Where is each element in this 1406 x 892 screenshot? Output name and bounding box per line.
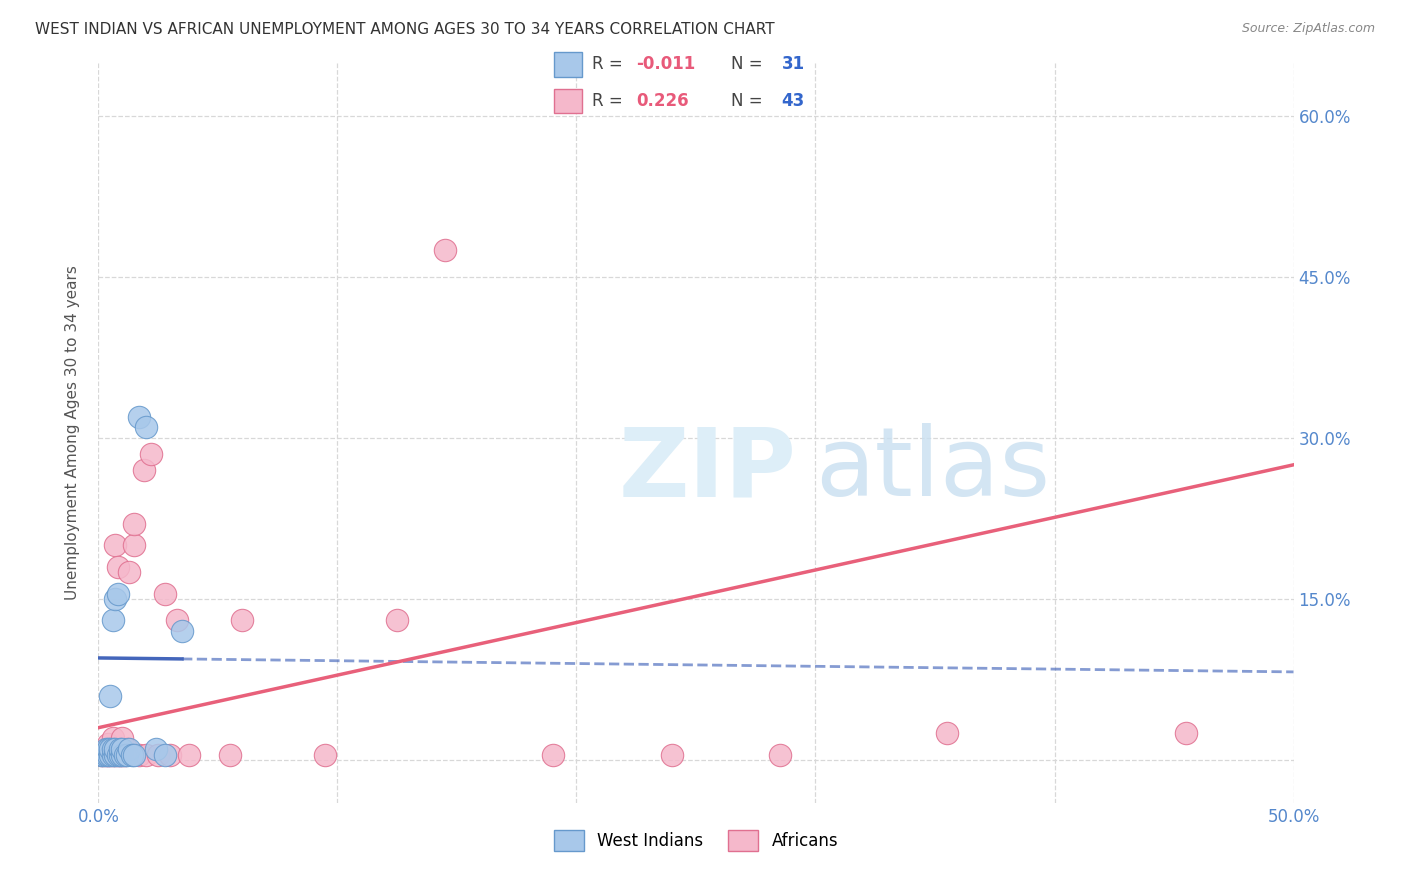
Point <box>98 689 122 703</box>
Point <box>91 747 114 762</box>
Point <box>115 747 138 762</box>
Point <box>155 586 177 600</box>
Text: 0.226: 0.226 <box>637 93 689 111</box>
Point <box>128 409 150 424</box>
Point <box>124 516 146 531</box>
Point <box>114 747 136 762</box>
Point <box>768 747 790 762</box>
Point <box>94 742 117 756</box>
Point <box>97 747 120 762</box>
Point <box>121 747 143 762</box>
Point <box>132 463 155 477</box>
Point <box>148 747 170 762</box>
Point <box>541 747 564 762</box>
Point <box>94 747 117 762</box>
Point <box>97 747 120 762</box>
Point <box>101 614 124 628</box>
Point <box>104 538 127 552</box>
Point <box>97 737 120 751</box>
Point <box>135 747 157 762</box>
Point <box>108 742 131 756</box>
Point <box>98 742 122 756</box>
Point <box>118 565 141 579</box>
Text: 31: 31 <box>782 55 804 73</box>
Text: -0.011: -0.011 <box>637 55 696 73</box>
Point <box>107 559 129 574</box>
Point <box>104 742 127 756</box>
Point <box>104 591 127 606</box>
Text: N =: N = <box>731 55 768 73</box>
Point <box>111 731 134 746</box>
Text: 43: 43 <box>782 93 806 111</box>
Point <box>155 747 177 762</box>
Point <box>135 420 157 434</box>
Point <box>108 742 131 756</box>
Point <box>179 747 201 762</box>
Point <box>111 747 134 762</box>
Point <box>108 747 131 762</box>
FancyBboxPatch shape <box>554 89 582 113</box>
Point <box>104 747 127 762</box>
Point <box>90 747 112 762</box>
Point <box>104 742 127 756</box>
Point <box>114 747 136 762</box>
Point <box>145 742 167 756</box>
Point <box>111 747 134 762</box>
Text: ZIP: ZIP <box>619 423 796 516</box>
Point <box>101 742 124 756</box>
Point <box>128 747 150 762</box>
Text: N =: N = <box>731 93 768 111</box>
Legend: West Indians, Africans: West Indians, Africans <box>547 823 845 857</box>
Y-axis label: Unemployment Among Ages 30 to 34 years: Unemployment Among Ages 30 to 34 years <box>65 265 80 600</box>
FancyBboxPatch shape <box>554 53 582 77</box>
Point <box>115 742 138 756</box>
Point <box>172 624 194 639</box>
Point <box>98 747 122 762</box>
Point <box>97 742 120 756</box>
Point <box>104 747 127 762</box>
Point <box>231 614 253 628</box>
Point <box>124 747 146 762</box>
Text: WEST INDIAN VS AFRICAN UNEMPLOYMENT AMONG AGES 30 TO 34 YEARS CORRELATION CHART: WEST INDIAN VS AFRICAN UNEMPLOYMENT AMON… <box>35 22 775 37</box>
Point <box>90 747 112 762</box>
Point <box>101 747 124 762</box>
Point <box>219 747 242 762</box>
Point <box>385 614 409 628</box>
Point <box>166 614 188 628</box>
Text: Source: ZipAtlas.com: Source: ZipAtlas.com <box>1241 22 1375 36</box>
Point <box>118 742 141 756</box>
Point <box>101 747 124 762</box>
Point <box>94 742 117 756</box>
Point <box>139 447 162 461</box>
Text: R =: R = <box>592 93 628 111</box>
Point <box>107 586 129 600</box>
Point <box>107 747 129 762</box>
Text: atlas: atlas <box>815 423 1050 516</box>
Point <box>936 726 959 740</box>
Point <box>661 747 683 762</box>
Point <box>108 747 131 762</box>
Point <box>315 747 337 762</box>
Point <box>91 747 114 762</box>
Point <box>98 747 122 762</box>
Point <box>1175 726 1198 740</box>
Point <box>94 747 117 762</box>
Point <box>111 742 134 756</box>
Point <box>159 747 181 762</box>
Point <box>101 731 124 746</box>
Point <box>98 742 122 756</box>
Point <box>124 538 146 552</box>
Text: R =: R = <box>592 55 628 73</box>
Point <box>434 244 457 258</box>
Point <box>107 747 129 762</box>
